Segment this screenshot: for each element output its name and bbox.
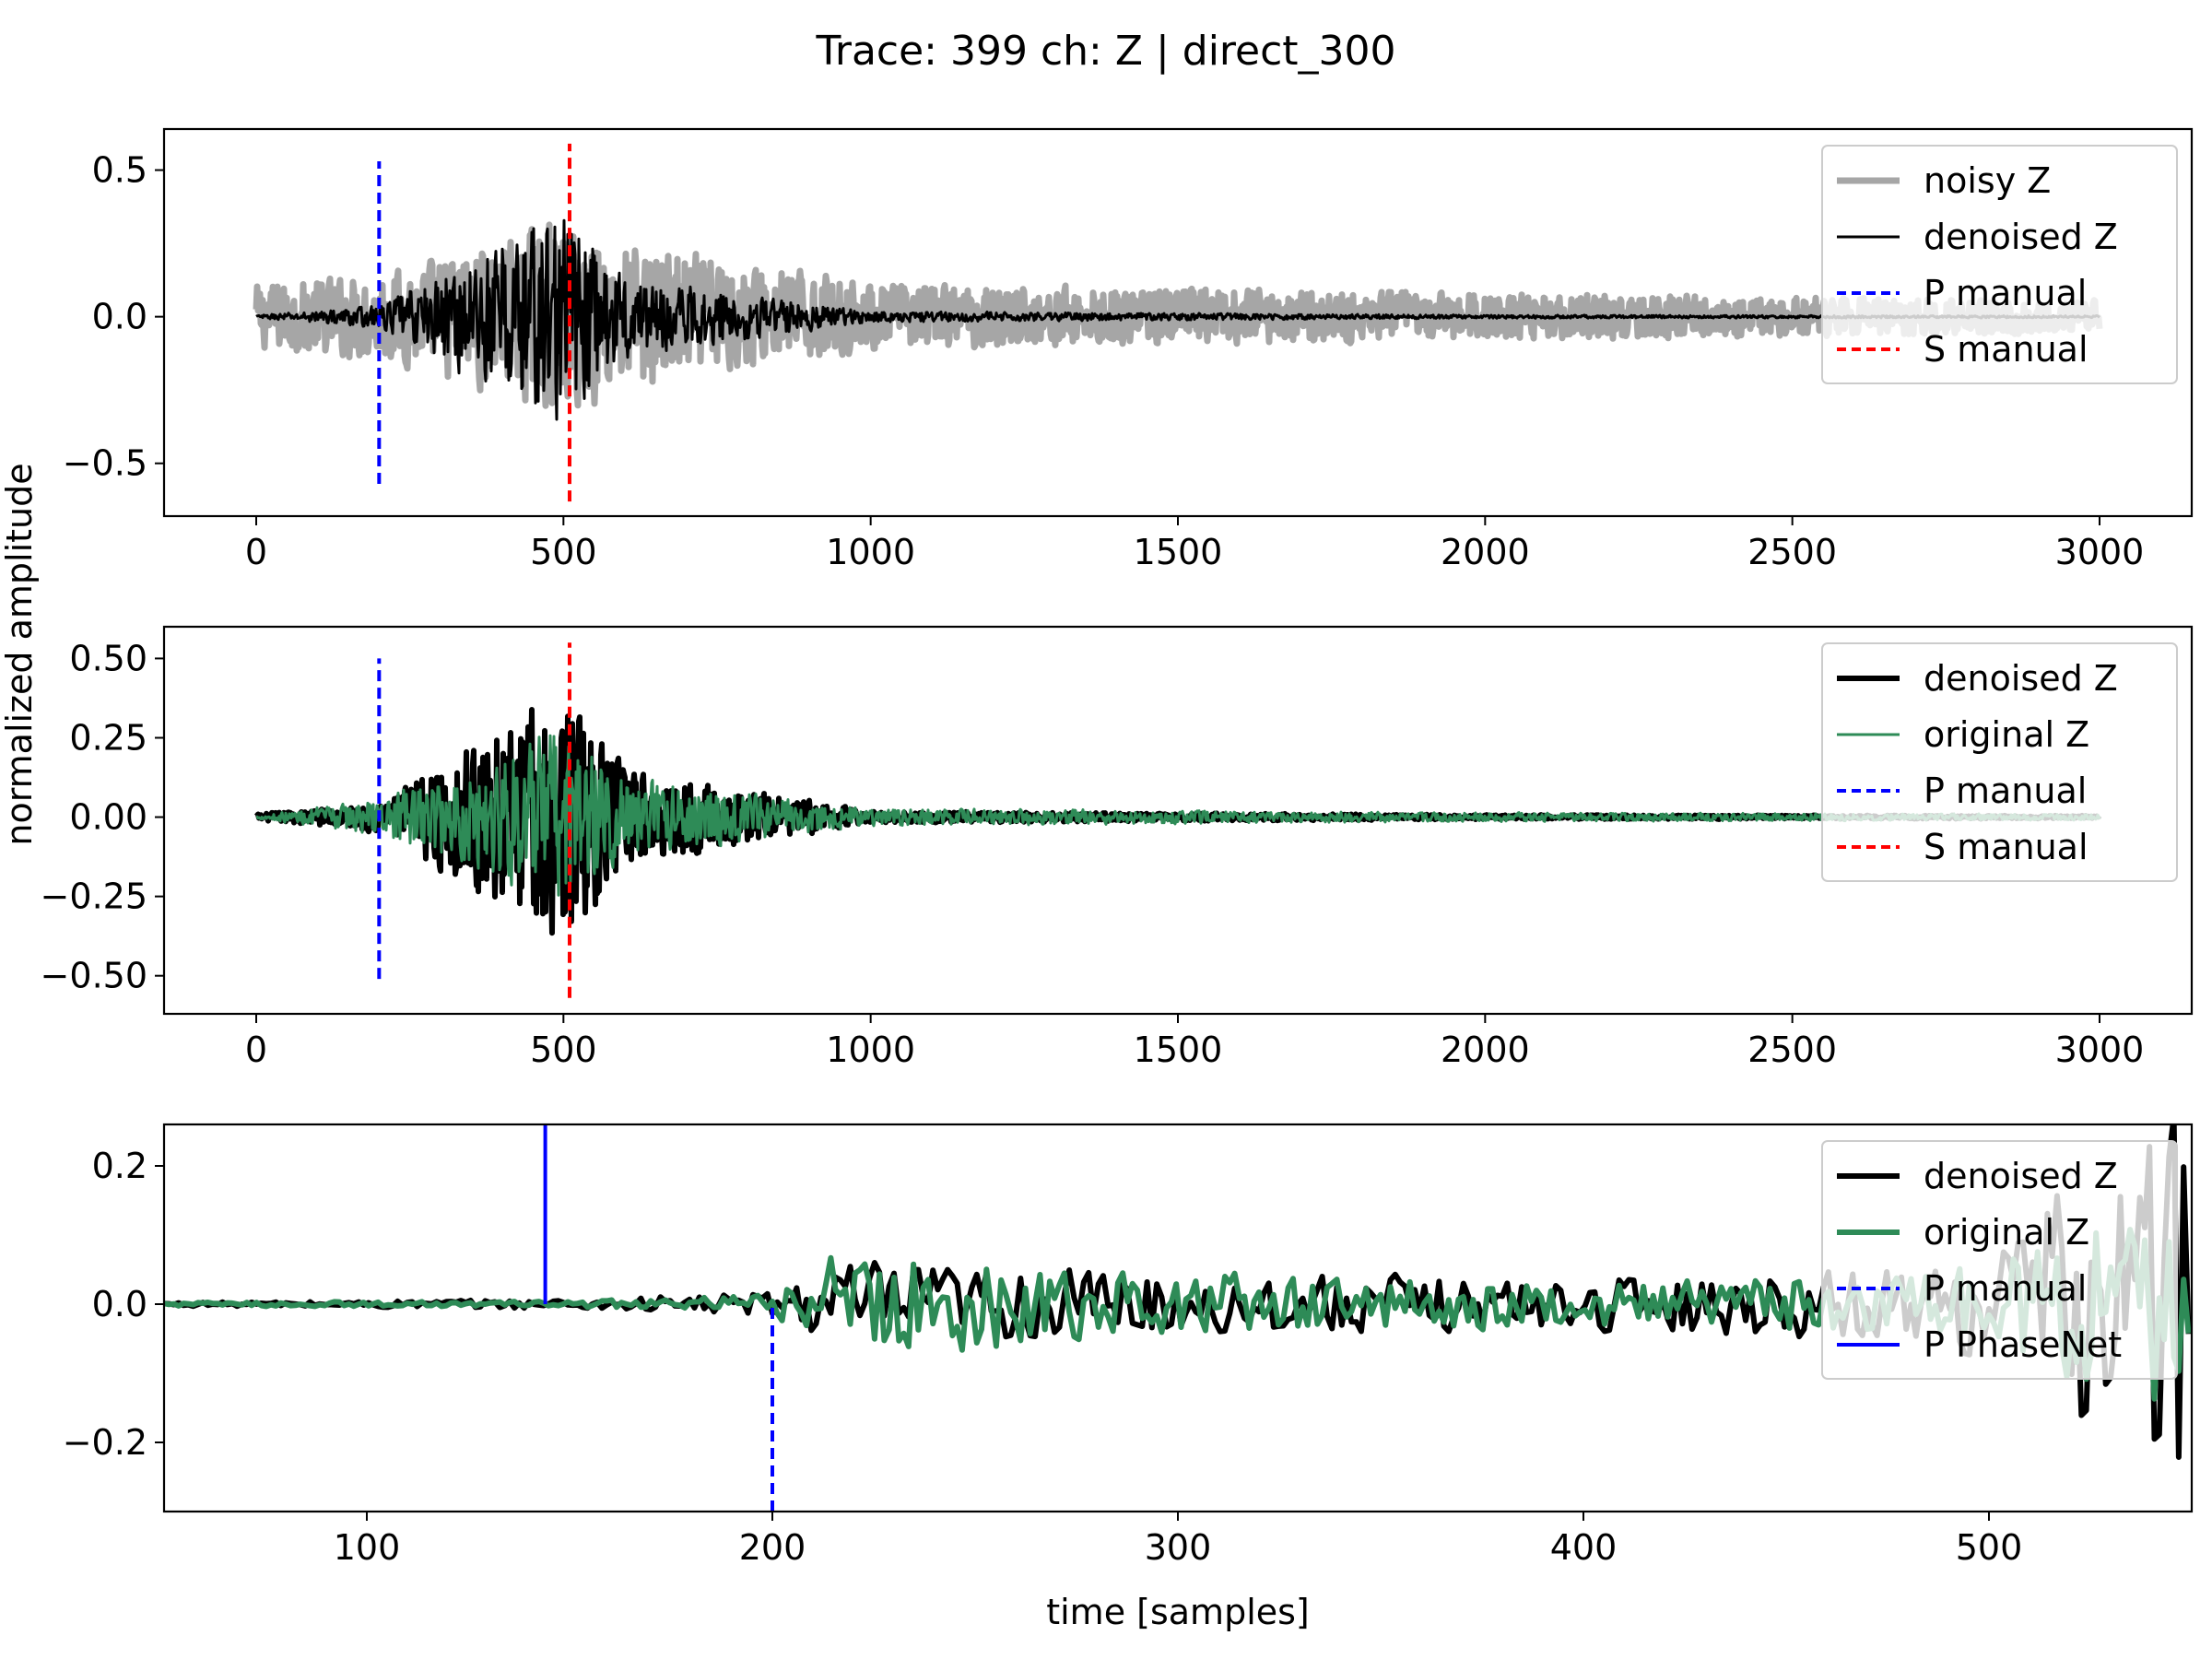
legend-label: P manual [1924, 273, 2087, 313]
x-tick-label: 500 [530, 1030, 597, 1070]
x-tick-label: 500 [1956, 1527, 2023, 1568]
legend-label: S manual [1924, 827, 2088, 867]
legend-label: P manual [1924, 1268, 2087, 1309]
x-tick-label: 0 [245, 1030, 267, 1070]
legend-label: denoised Z [1924, 658, 2118, 699]
legend-box [1821, 145, 2178, 384]
y-tick-label: −0.50 [41, 956, 147, 996]
plot-area [253, 143, 2103, 502]
x-tick-label: 1000 [826, 1030, 915, 1070]
x-tick-label: 1000 [826, 532, 915, 572]
legend-label: S manual [1924, 329, 2088, 370]
x-tick-label: 1500 [1134, 532, 1223, 572]
y-tick-label: 0.25 [69, 717, 147, 758]
x-tick-label: 2500 [1747, 532, 1837, 572]
x-tick-label: 200 [739, 1527, 806, 1568]
x-tick-label: 2000 [1441, 532, 1530, 572]
plot-area [253, 642, 2102, 998]
y-tick-label: 0.5 [92, 150, 147, 191]
legend-box [1821, 1140, 2178, 1380]
y-tick-label: 0.2 [92, 1146, 147, 1186]
x-tick-label: 3000 [2055, 532, 2145, 572]
x-tick-label: 0 [245, 532, 267, 572]
legend-label: original Z [1924, 714, 2089, 755]
legend: noisy Z denoised Z P manual S manual [1821, 145, 2178, 384]
y-axis-label: normalized amplitude [0, 463, 40, 845]
x-tick-label: 1500 [1134, 1030, 1223, 1070]
panels: 0 500 1000 1500 2000 2500 30000.50.0−0.5noisy … [41, 127, 2194, 1568]
legend-label: P PhaseNet [1924, 1324, 2122, 1365]
x-tick-label: 400 [1550, 1527, 1618, 1568]
y-tick-label: 0.00 [69, 797, 147, 838]
series-denoised [255, 218, 2100, 421]
legend-label: denoised Z [1924, 1156, 2118, 1196]
panel-2: 0 500 1000 1500 2000 2500 3000 0.50 0.25 0.00 −0.2… [41, 625, 2194, 1070]
legend-box [1821, 642, 2178, 882]
legend-label: denoised Z [1924, 217, 2118, 257]
y-tick-label: −0.5 [63, 443, 147, 484]
y-tick-label: 0.50 [69, 638, 147, 678]
panel-3: 100 200 300 400 500 0.2 0.0 −0.2 denoised Z origi… [63, 1123, 2194, 1568]
x-tick-label: 500 [530, 532, 597, 572]
figure-title: Trace: 399 ch: Z | direct_300 [815, 28, 1395, 75]
x-tick-label: 2500 [1747, 1030, 1837, 1070]
series-original [255, 734, 2101, 897]
panel-1: 0 500 1000 1500 2000 2500 3000 0.5 0.0 −0.5 noisy … [63, 127, 2194, 572]
y-tick-label: −0.2 [63, 1422, 147, 1463]
x-axis-label: time [samples] [1046, 1592, 1310, 1632]
x-tick-label: 3000 [2055, 1030, 2145, 1070]
x-tick-label: 100 [334, 1527, 401, 1568]
x-tick-label: 2000 [1441, 1030, 1530, 1070]
y-tick-label: −0.25 [41, 877, 147, 917]
legend-label: noisy Z [1924, 160, 2051, 201]
legend-label: original Z [1924, 1212, 2089, 1253]
legend: denoised Z original Z P manual P PhaseNet [1821, 1140, 2178, 1380]
legend-label: P manual [1924, 771, 2087, 811]
y-tick-label: 0.0 [92, 1284, 147, 1324]
y-tick-label: 0.0 [92, 297, 147, 337]
legend: denoised Z original Z P manual S manual [1821, 642, 2178, 882]
x-tick-label: 300 [1145, 1527, 1212, 1568]
